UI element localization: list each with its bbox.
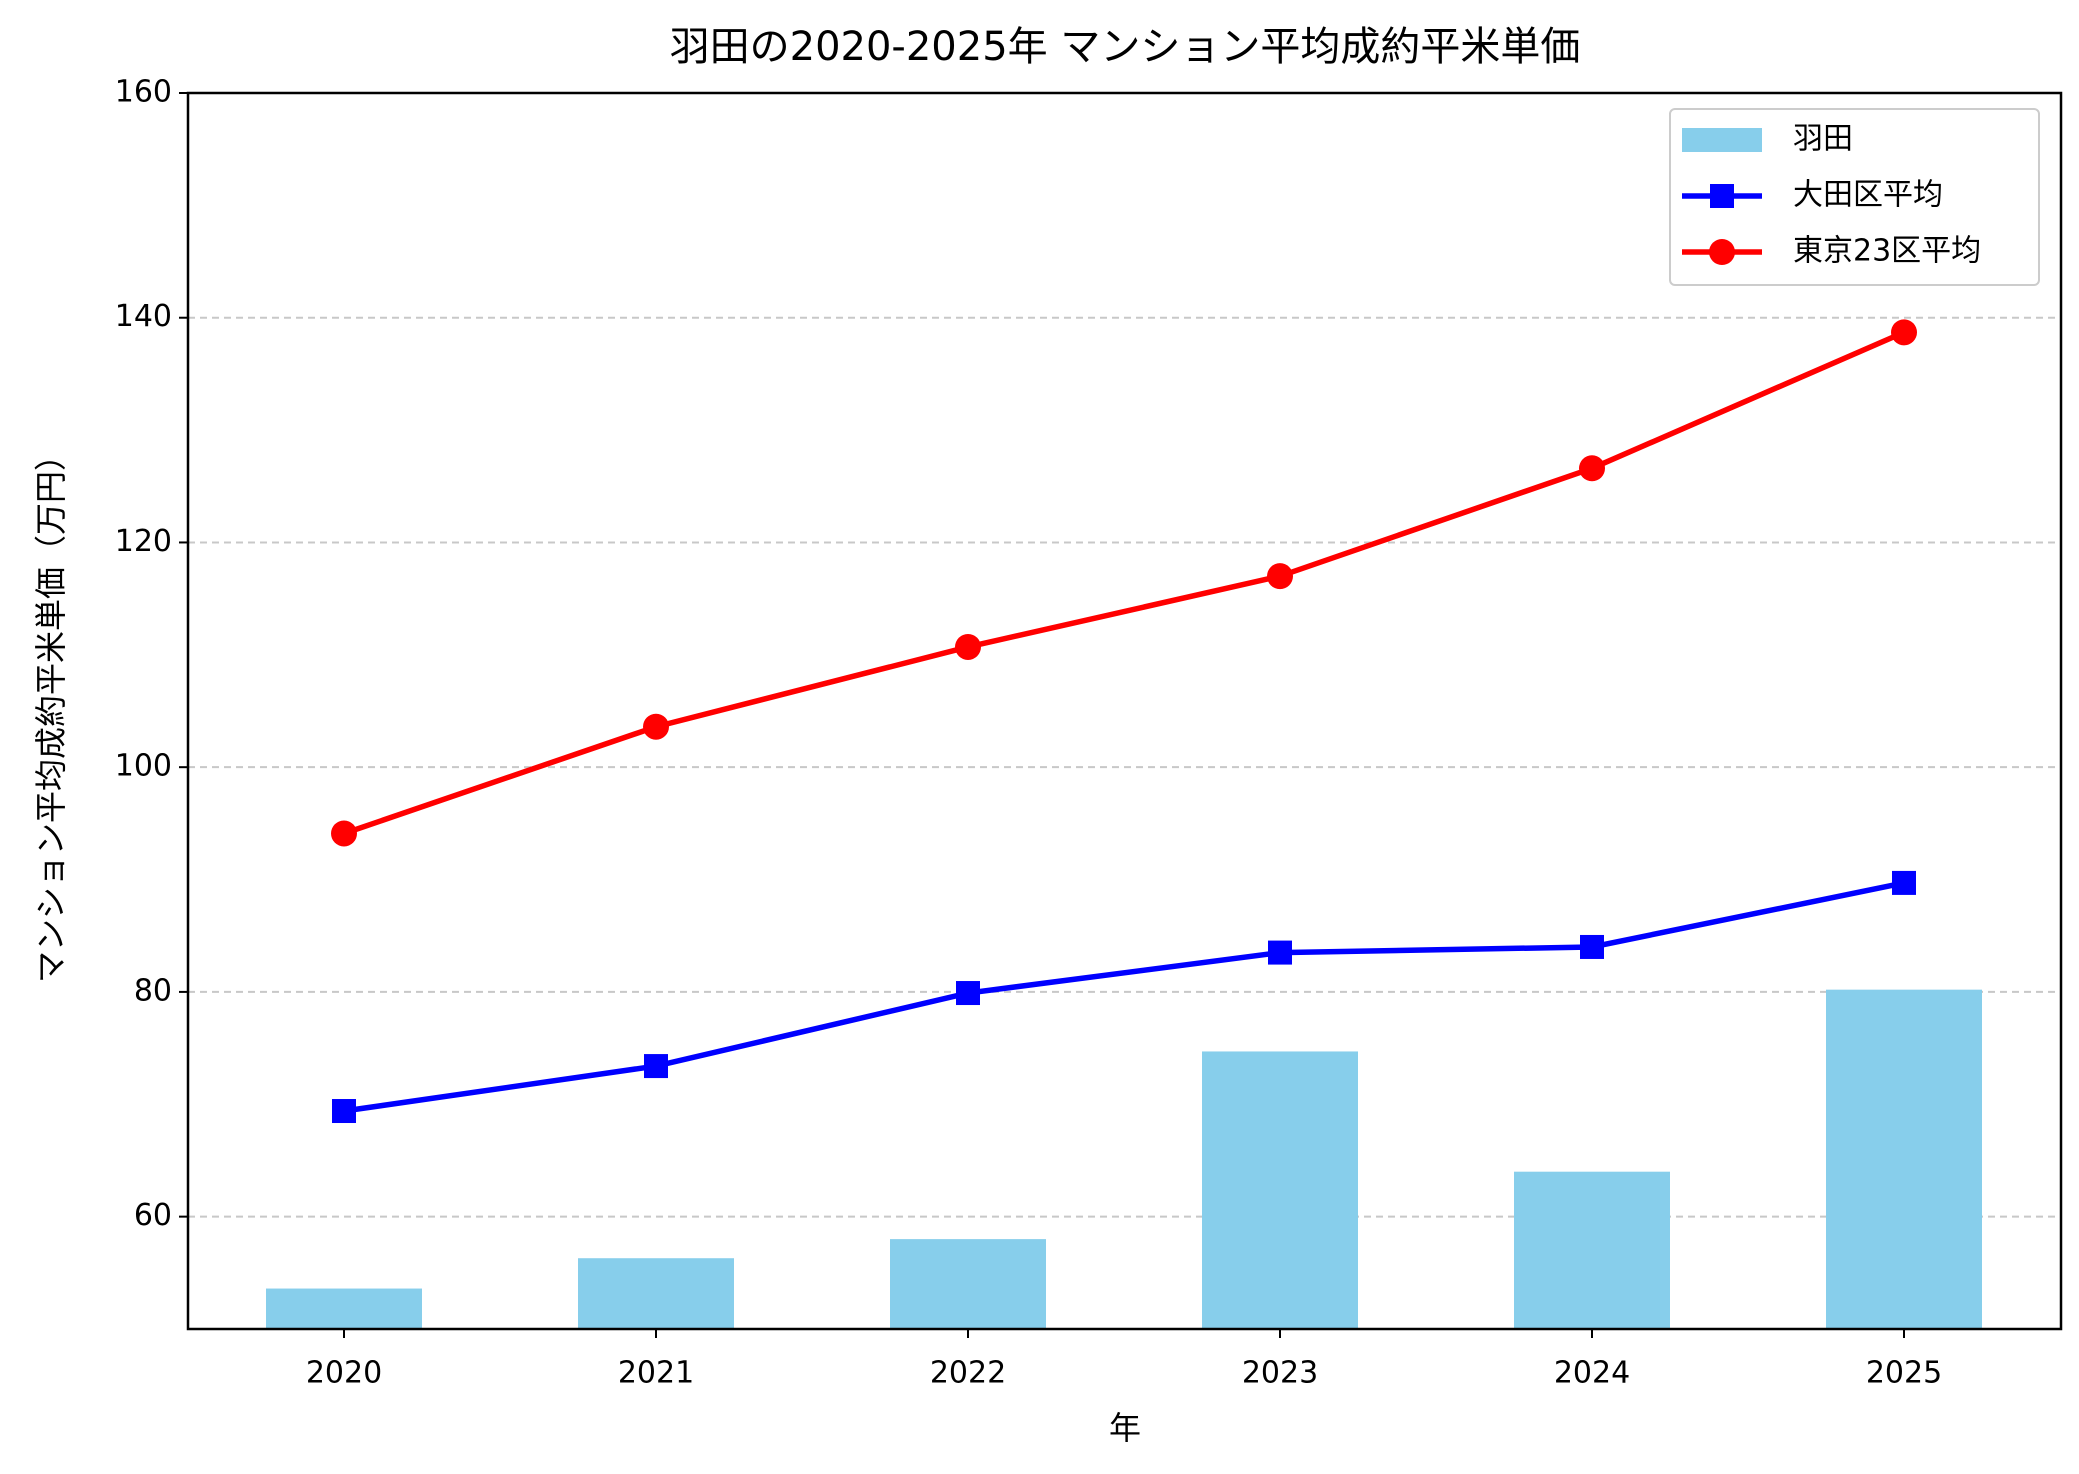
point [1268,940,1292,965]
legend-label: 東京23区平均 [1793,234,1981,269]
y-axis-label: マンション平均成約平米単価（万円） [32,439,70,983]
x-tick-label: 2024 [1554,1356,1630,1391]
x-tick-label: 2021 [618,1356,694,1391]
line [343,329,1906,837]
bar [1514,1171,1670,1329]
point [956,981,980,1006]
y-tick-label: 80 [134,973,172,1008]
point [331,820,357,847]
point [644,1054,668,1079]
x-tick-label: 2025 [1866,1356,1942,1391]
point [955,633,981,660]
bar [578,1258,734,1329]
legend-marker [1710,184,1734,208]
point [1892,870,1916,895]
x-tick-label: 2020 [306,1356,382,1391]
chart-title: 羽田の2020-2025年 マンション平均成約平米単価 [670,24,1581,70]
y-tick-label: 120 [115,524,172,559]
line [343,880,1905,1114]
point [643,713,669,740]
point [1579,455,1605,482]
y-tick-label: 160 [115,75,172,110]
x-tick-label: 2022 [930,1356,1006,1391]
bar [1826,989,1982,1329]
legend-marker [1709,239,1735,265]
legend-label: 羽田 [1793,122,1853,157]
point [332,1099,356,1124]
legend-label: 大田区平均 [1793,178,1943,213]
point [1267,563,1293,590]
bar [266,1288,422,1329]
y-tick-label: 60 [134,1198,172,1233]
x-tick-label: 2023 [1242,1356,1318,1391]
y-tick-label: 140 [115,299,172,334]
legend-swatch [1682,128,1762,152]
legend-box [1669,108,2040,286]
y-tick-label: 100 [115,749,172,784]
axes-frame [186,91,2063,1331]
bar [1202,1051,1358,1329]
point [1580,934,1604,959]
bar [890,1239,1046,1329]
point [1891,319,1917,346]
x-axis-label: 年 [1109,1409,1141,1447]
